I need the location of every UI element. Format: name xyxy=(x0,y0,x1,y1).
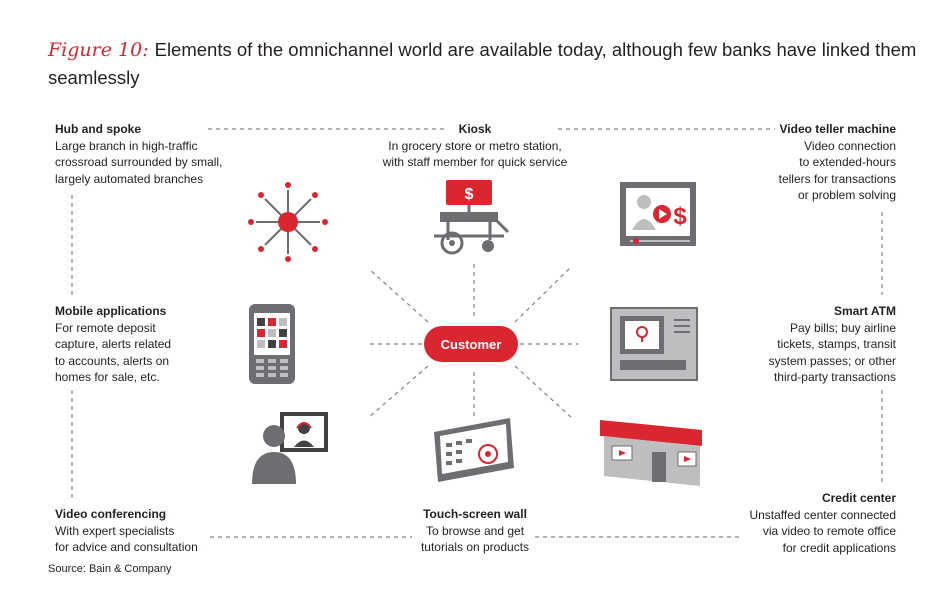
mobile-phone-icon xyxy=(249,304,295,384)
credit-heading: Credit center xyxy=(821,491,896,505)
frame-connectors xyxy=(71,128,883,538)
hub-spoke-icon xyxy=(248,182,328,262)
customer-label: Customer xyxy=(441,337,502,352)
touch-wall-description: To browse and get tutorials on products xyxy=(420,523,530,555)
hub-description: Large branch in high-traffic crossroad s… xyxy=(55,138,223,186)
touch-screen-wall-icon xyxy=(434,418,514,482)
spoke-connectors xyxy=(367,262,578,420)
video-conferencing-icon xyxy=(252,412,328,484)
smart-atm-block: Smart ATM Pay bills; buy airline tickets… xyxy=(716,303,896,386)
kiosk-heading: Kiosk xyxy=(458,122,492,136)
kiosk-sign: $ xyxy=(465,186,474,203)
customer-pill xyxy=(424,326,518,362)
hub-and-spoke-block: Hub and spoke Large branch in high-traff… xyxy=(55,121,275,187)
smart-atm-heading: Smart ATM xyxy=(833,304,896,318)
credit-center-block: Credit center Unstaffed center connected… xyxy=(716,490,896,556)
customer-node: Customer xyxy=(424,326,518,362)
mobile-heading: Mobile applications xyxy=(55,304,167,318)
figure-title-text: Elements of the omnichannel world are av… xyxy=(48,39,917,88)
hub-heading: Hub and spoke xyxy=(55,122,142,136)
touch-screen-wall-block: Touch-screen wall To browse and get tuto… xyxy=(390,506,560,556)
smart-atm-icon xyxy=(610,307,698,381)
video-conf-description: With expert specialists for advice and c… xyxy=(55,523,198,555)
kiosk-description: In grocery store or metro station, with … xyxy=(382,138,568,170)
video-conf-heading: Video conferencing xyxy=(55,507,167,521)
smart-atm-description: Pay bills; buy airline tickets, stamps, … xyxy=(768,320,896,385)
vtm-heading: Video teller machine xyxy=(779,122,897,136)
figure-label: Figure 10: xyxy=(48,39,149,61)
vtm-sign: $ xyxy=(673,203,687,230)
video-teller-machine-icon: $ xyxy=(620,182,696,246)
video-conferencing-block: Video conferencing With expert specialis… xyxy=(55,506,255,556)
credit-description: Unstaffed center connected via video to … xyxy=(749,507,896,555)
kiosk-icon: $ xyxy=(434,180,510,255)
figure-title: Figure 10: Elements of the omnichannel wo… xyxy=(48,36,928,91)
touch-wall-heading: Touch-screen wall xyxy=(423,507,527,521)
vtm-description: Video connection to extended-hours telle… xyxy=(778,138,896,203)
kiosk-block: Kiosk In grocery store or metro station,… xyxy=(360,121,590,171)
source-note: Source: Bain & Company xyxy=(48,563,172,575)
credit-center-icon xyxy=(600,420,702,486)
mobile-applications-block: Mobile applications For remote deposit c… xyxy=(55,303,235,386)
mobile-description: For remote deposit capture, alerts relat… xyxy=(55,320,172,385)
video-teller-machine-block: Video teller machine Video connection to… xyxy=(700,121,896,204)
